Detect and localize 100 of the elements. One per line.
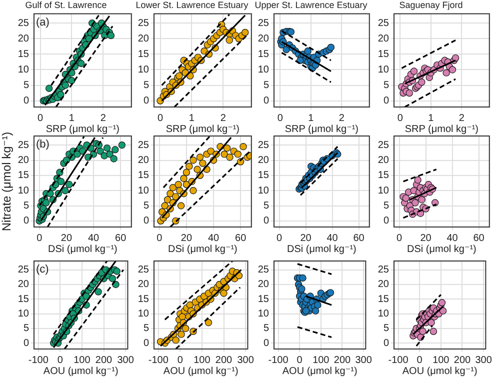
y-tick-label: 5 — [263, 80, 270, 92]
y-tick-label: 20 — [18, 155, 30, 166]
x-tick-label: 200 — [215, 354, 233, 366]
x-tick-label: 2 — [338, 112, 345, 124]
y-tick-label: 15 — [258, 170, 270, 182]
y-tick-label: 5 — [383, 200, 390, 212]
y-tick-label: 25 — [18, 18, 30, 29]
y-tick-label: 0 — [383, 338, 390, 349]
y-tick-label: 15 — [138, 48, 150, 60]
y-tick-label: 25 — [258, 18, 270, 29]
y-tick-label: 0 — [143, 338, 150, 349]
y-tick-label: 15 — [138, 294, 150, 305]
y-tick-label: 0 — [263, 216, 270, 227]
x-tick-label: 20 — [60, 232, 72, 244]
x-tick-label: 200 — [454, 354, 472, 366]
x-tick-label: 300 — [475, 354, 492, 366]
y-tick-label: 20 — [258, 33, 270, 44]
x-tick-label: 100 — [432, 354, 450, 366]
y-tick-label: 0 — [383, 96, 390, 107]
x-tick-label: 200 — [95, 354, 113, 366]
x-tick-label: 0 — [396, 232, 403, 244]
y-tick-label: 25 — [258, 264, 270, 276]
annotation: (a) — [36, 16, 50, 28]
y-tick-label: 20 — [138, 155, 150, 166]
x-tick-label: 0 — [177, 354, 184, 366]
x-axis-title: AOU (μmol kg⁻¹) — [163, 366, 238, 377]
x-tick-label: 100 — [194, 354, 211, 366]
y-tick-label: 20 — [18, 279, 30, 290]
y-tick-label: 5 — [23, 200, 30, 212]
x-tick-label: 1 — [308, 112, 314, 124]
y-tick-label: 0 — [383, 216, 390, 227]
x-tick-label: 1 — [68, 112, 75, 124]
y-tick-label: 5 — [383, 323, 390, 334]
y-tick-label: 15 — [258, 48, 270, 60]
x-axis-title: DSi (μmol kg⁻¹) — [407, 244, 476, 255]
y-tick-label: 20 — [18, 33, 30, 44]
x-tick-label: 0 — [296, 354, 303, 366]
x-tick-label: 300 — [355, 354, 372, 366]
y-tick-label: 10 — [378, 308, 390, 320]
y-tick-label: 10 — [18, 185, 30, 196]
x-tick-label: 2 — [458, 112, 465, 124]
y-tick-label: 5 — [143, 323, 150, 334]
y-tick-label: 5 — [143, 80, 150, 92]
x-tick-label: 2 — [220, 112, 226, 124]
x-tick-label: 100 — [312, 354, 330, 366]
y-tick-label: 20 — [138, 279, 150, 290]
y-tick-label: 0 — [23, 216, 30, 227]
y-tick-label: 20 — [378, 33, 390, 44]
x-tick-label: 60 — [353, 232, 365, 244]
annotation: (b) — [36, 138, 50, 151]
y-tick-label: 10 — [18, 308, 30, 320]
x-tick-label: 40 — [326, 232, 338, 244]
y-tick-label: 5 — [383, 80, 390, 92]
x-axis-title: SRP (μmol kg⁻¹) — [284, 124, 359, 135]
x-tick-label: 0 — [156, 232, 163, 244]
x-tick-label: 0 — [158, 112, 164, 124]
y-tick-label: 10 — [378, 185, 390, 196]
y-tick-label: 20 — [258, 155, 270, 166]
x-axis-title: AOU (μmol kg⁻¹) — [402, 366, 478, 377]
x-axis-title: SRP (μmol kg⁻¹) — [46, 124, 120, 135]
x-tick-label: 1 — [188, 112, 195, 124]
x-tick-label: 0 — [397, 112, 404, 124]
y-tick-label: 25 — [138, 264, 150, 276]
chart-title: Saguenay Fjord — [399, 0, 463, 10]
x-axis-title: DSi (μmol kg⁻¹) — [168, 244, 238, 255]
x-tick-label: 2 — [100, 112, 106, 124]
y-axis-title: Nitrate (μmol kg⁻¹) — [0, 132, 14, 232]
x-axis-title: SRP (μmol kg⁻¹) — [166, 124, 240, 135]
y-tick-label: 20 — [258, 279, 270, 290]
y-tick-label: 5 — [263, 200, 270, 212]
y-tick-label: 10 — [258, 308, 270, 320]
y-tick-label: 15 — [18, 170, 30, 182]
x-tick-label: -100 — [148, 354, 169, 366]
x-tick-label: 60 — [473, 232, 485, 244]
x-tick-label: 1 — [428, 112, 434, 124]
x-tick-label: 20 — [180, 232, 192, 244]
y-tick-label: 15 — [18, 294, 30, 305]
x-tick-label: 200 — [334, 354, 352, 366]
x-axis-title: DSi (μmol kg⁻¹) — [48, 244, 118, 255]
y-tick-label: 25 — [18, 264, 30, 276]
y-tick-label: 25 — [378, 18, 390, 29]
x-tick-label: 0 — [277, 112, 284, 124]
y-tick-label: 0 — [143, 216, 150, 227]
y-tick-label: 20 — [378, 155, 390, 166]
y-tick-label: 10 — [378, 64, 390, 76]
x-tick-label: 0 — [416, 354, 423, 366]
x-tick-label: 40 — [88, 232, 100, 244]
annotation: (c) — [36, 264, 49, 276]
y-tick-label: 0 — [23, 96, 30, 107]
chart-title: Upper St. Lawrence Estuary — [254, 0, 368, 10]
y-tick-label: 25 — [258, 140, 270, 151]
y-tick-label: 10 — [258, 185, 270, 196]
y-tick-label: 10 — [258, 64, 270, 76]
y-tick-label: 25 — [18, 140, 30, 151]
y-tick-label: 10 — [138, 185, 150, 196]
x-tick-label: 300 — [117, 354, 134, 366]
y-tick-label: 0 — [143, 96, 150, 107]
x-tick-label: -100 — [28, 354, 49, 366]
x-axis-title: AOU (μmol kg⁻¹) — [43, 366, 118, 377]
y-tick-label: 20 — [138, 33, 150, 44]
